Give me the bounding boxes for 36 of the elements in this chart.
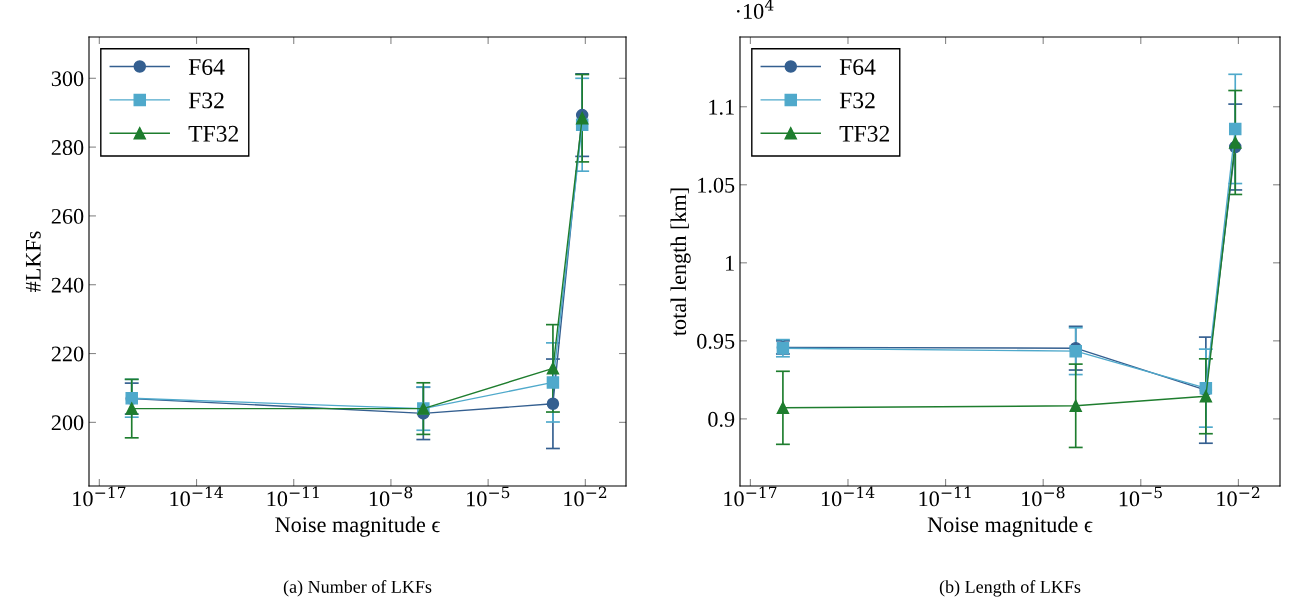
text: (b) Length of LKFs [939, 580, 1081, 597]
y-tick-label: 1.1 [709, 99, 734, 115]
x-tick-label: 10$^{−17}$ [724, 486, 777, 507]
text: (a) Number of LKFs [283, 580, 432, 597]
x-axis-title: Noise magnitude ϵ [927, 516, 1093, 537]
x-tick-label: 10$^{−5}$ [467, 486, 510, 507]
legend-label: F64 [839, 59, 876, 76]
legend-label: F32 [839, 92, 875, 109]
x-tick-label: 10$^{−17}$ [73, 486, 126, 507]
legend-label: F32 [188, 92, 224, 109]
y-axis-title: #LKFs [25, 231, 41, 292]
legend-label: TF32 [839, 125, 890, 142]
x-tick-label: 10$^{−8}$ [369, 486, 413, 507]
y-tick-label: 1 [725, 255, 734, 271]
y-tick-label: 1.05 [698, 177, 735, 193]
y-tick-label: 280 [51, 140, 84, 156]
x-tick-label: 10$^{−14}$ [170, 486, 223, 507]
y-tick-label: 260 [51, 208, 84, 224]
legend-label: TF32 [188, 125, 239, 142]
x-tick-label: 10$^{−11}$ [919, 486, 971, 507]
text: ·10$^{4}$ [736, 0, 774, 19]
x-tick-label: 10$^{−2}$ [564, 486, 607, 507]
y-tick-label: 220 [51, 346, 84, 362]
x-tick-label: 10$^{−11}$ [267, 486, 319, 507]
x-tick-label: 10$^{−5}$ [1119, 486, 1162, 507]
y-tick-label: 240 [51, 277, 84, 293]
y-tick-label: 0.9 [708, 411, 735, 427]
x-tick-label: 10$^{−2}$ [1217, 486, 1260, 507]
y-tick-label: 200 [51, 415, 84, 431]
x-tick-label: 10$^{−14}$ [821, 486, 875, 507]
y-tick-label: 0.95 [697, 333, 735, 349]
y-tick-label: 300 [51, 71, 84, 87]
x-axis-title: Noise magnitude ϵ [275, 516, 440, 537]
legend-label: F64 [188, 59, 225, 76]
x-tick-label: 10$^{−8}$ [1022, 486, 1065, 507]
y-axis-title: total length [km] [670, 188, 691, 336]
